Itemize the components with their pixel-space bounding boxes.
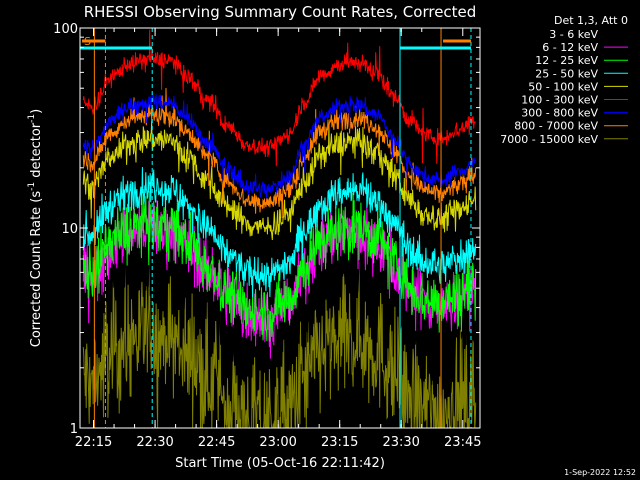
x-tick-label-6: 23:45 xyxy=(444,435,481,450)
series-line-8 xyxy=(82,29,477,167)
y-axis-label: Corrected Count Rate (s-1 detector-1) xyxy=(27,109,44,347)
tick-layer xyxy=(80,27,480,429)
x-tick-label-1: 22:30 xyxy=(136,435,173,450)
legend-label-3: 25 - 50 keV xyxy=(535,67,598,80)
x-axis-label: Start Time (05-Oct-16 22:11:42) xyxy=(175,456,385,471)
legend-label-8: 7000 - 15000 keV xyxy=(500,133,598,146)
marker-layer xyxy=(80,28,472,428)
footer-timestamp: 1-Sep-2022 12:52 xyxy=(564,468,636,477)
y-tick-label-0: 1 xyxy=(70,422,78,437)
x-tick-label-0: 22:15 xyxy=(75,435,112,450)
x-tick-label-2: 22:45 xyxy=(198,435,235,450)
legend-label-1: 6 - 12 keV xyxy=(542,41,598,54)
legend-label-4: 50 - 100 keV xyxy=(528,80,598,93)
series-line-4 xyxy=(82,166,477,298)
legend-label-7: 800 - 7000 keV xyxy=(514,120,598,133)
series-line-1 xyxy=(82,212,477,395)
x-tick-label-5: 23:30 xyxy=(382,435,419,450)
legend-header: Det 1,3, Att 0 xyxy=(554,14,628,27)
legend-label-0: 3 - 6 keV xyxy=(549,28,598,41)
chart-title: RHESSI Observing Summary Count Rates, Co… xyxy=(84,3,477,21)
x-tick-label-4: 23:15 xyxy=(321,435,358,450)
x-tick-labels: 22:15 22:30 22:45 23:00 23:15 23:30 23:45 xyxy=(75,435,482,450)
legend-label-5: 100 - 300 keV xyxy=(521,94,598,107)
series-line-5 xyxy=(82,120,477,241)
y-tick-label-2: 100 xyxy=(53,22,78,37)
series-layer xyxy=(82,29,477,430)
y-tick-labels: 1 10 100 xyxy=(53,22,78,437)
legend-label-2: 12 - 25 keV xyxy=(535,54,598,67)
x-tick-label-3: 23:00 xyxy=(259,435,296,450)
series-line-3 xyxy=(82,191,477,342)
annotation-s: S xyxy=(84,35,91,48)
y-tick-label-1: 10 xyxy=(61,222,78,237)
legend-label-6: 300 - 800 keV xyxy=(521,107,598,120)
series-line-7 xyxy=(82,92,477,199)
